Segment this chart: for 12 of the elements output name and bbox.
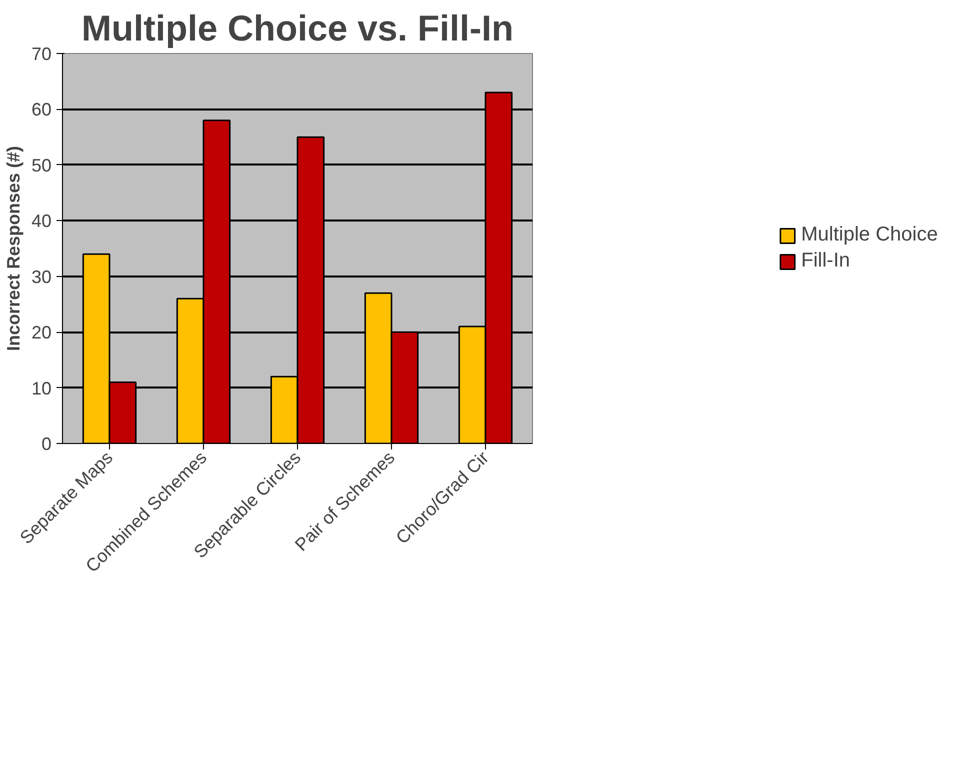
y-tick-label: 0 [41, 434, 52, 454]
y-tick-label: 20 [31, 322, 52, 343]
y-tick-label: 70 [31, 44, 52, 64]
y-tick-label: 50 [31, 155, 52, 176]
chart-title: Multiple Choice vs. Fill-In [81, 8, 514, 48]
y-tick-label: 30 [31, 266, 52, 287]
y-tick-label: 10 [31, 378, 52, 398]
y-tick-label: 60 [31, 100, 52, 120]
y-tick-label: 40 [31, 211, 52, 232]
legend-label: Multiple Choice [801, 224, 938, 246]
legend-label: Fill-In [801, 250, 850, 272]
y-axis-title: Incorrect Responses (#) [3, 146, 24, 352]
